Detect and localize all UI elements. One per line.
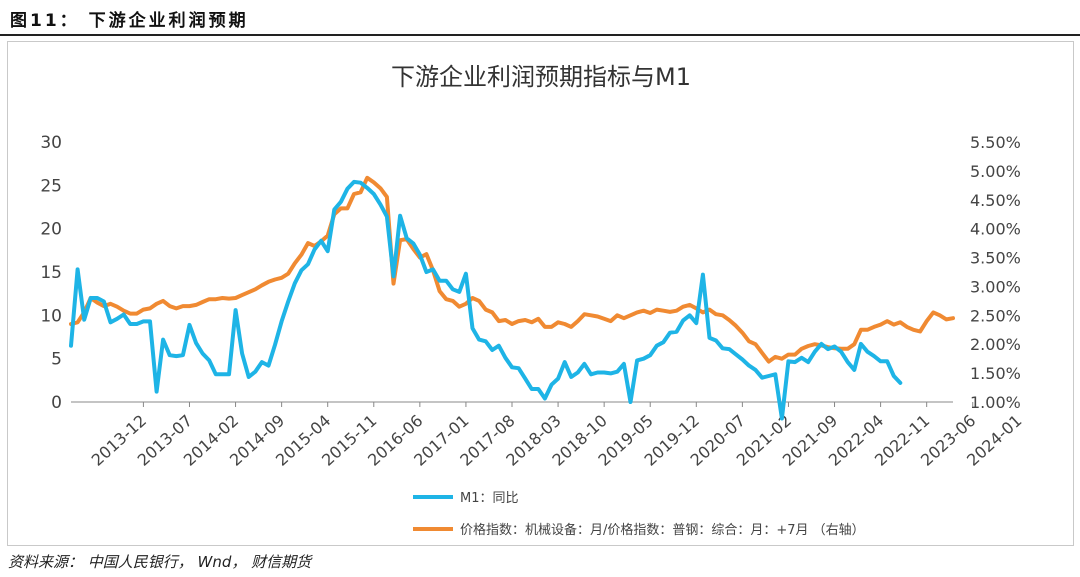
y-right-tick-label: 2.50% [970, 306, 1021, 325]
axes-layer: 0 5 10 15 20 25 30 1.00% 1.50% 2.00% 2.50% 3.00% 3.5… [40, 133, 1025, 470]
y-left-tick-label: 20 [40, 220, 62, 240]
y-left-tick-label: 10 [40, 306, 62, 326]
line-chart: 下游企业利润预期指标与M1 0 5 10 15 20 25 30 1.00% 1.50% 2.00… [40, 63, 1025, 538]
y-right-tick-label: 3.00% [970, 277, 1021, 296]
y-right-tick-label: 3.50% [970, 249, 1021, 268]
legend-label-m1: M1：同比 [460, 491, 519, 506]
y-left-tick-label: 0 [51, 393, 62, 413]
y-right-tick-label: 2.00% [970, 335, 1021, 354]
series-layer [69, 175, 955, 421]
y-right-tick-label: 5.00% [970, 162, 1021, 181]
caption-divider [0, 34, 1080, 36]
series-line-price [69, 175, 955, 364]
chart-legend: M1：同比 价格指数：机械设备：月/价格指数：普钢：综合：月：+7月 （右轴） [413, 491, 865, 538]
y-right-tick-label: 4.00% [970, 220, 1021, 239]
series-line-m1 [69, 179, 903, 421]
chart-frame: 下游企业利润预期指标与M1 0 5 10 15 20 25 30 1.00% 1.50% 2.00… [7, 41, 1074, 546]
y-right-tick-label: 4.50% [970, 191, 1021, 210]
legend-label-price: 价格指数：机械设备：月/价格指数：普钢：综合：月：+7月 （右轴） [460, 522, 865, 538]
y-left-tick-label: 30 [40, 133, 62, 153]
y-left-tick-label: 5 [51, 350, 62, 370]
y-left-tick-label: 25 [40, 176, 62, 196]
source-note: 资料来源： 中国人民银行， Wnd， 财信期货 [8, 553, 312, 571]
figure-caption: 图11： 下游企业利润预期 [10, 11, 249, 31]
y-right-tick-label: 1.00% [970, 393, 1021, 412]
y-right-tick-label: 1.50% [970, 364, 1021, 383]
y-right-tick-label: 5.50% [970, 133, 1021, 152]
chart-title: 下游企业利润预期指标与M1 [391, 63, 691, 91]
y-left-tick-label: 15 [40, 263, 62, 283]
